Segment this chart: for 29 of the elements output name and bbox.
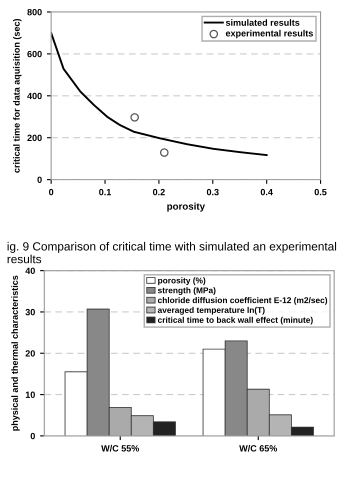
- x-tick-label: 0.5: [314, 188, 327, 196]
- legend-label: strength (MPa): [158, 287, 216, 295]
- y-tick-label: 40: [25, 268, 35, 274]
- y-tick-label: 200: [27, 134, 42, 142]
- y-tick-label: 10: [26, 392, 35, 398]
- x-axis-title: porosity: [167, 202, 205, 212]
- x-tick-label: 0: [48, 188, 54, 196]
- x-tick-label: 0.1: [99, 188, 112, 196]
- text: ig. 9 Comparison of critical time with simulated an experimental results: [8, 242, 336, 264]
- x-tick-label: 0.4: [260, 188, 273, 196]
- x-tick-label: W/C 65%: [239, 444, 278, 452]
- y-tick-label: 600: [27, 50, 42, 58]
- legend-label: chloride diffusion coefficient E-12 (m2/sec): [158, 297, 328, 305]
- x-tick-label: 0.2: [152, 188, 165, 196]
- y-axis-title: physical and thermal characteristics: [11, 276, 20, 431]
- x-tick-label: W/C 55%: [101, 444, 140, 452]
- y-axis-title: critical time for data aquisition (sec): [13, 18, 22, 173]
- legend-label: experimental results: [226, 30, 313, 38]
- y-tick-label: 400: [27, 92, 42, 100]
- legend-label: averaged temperature ln(T): [158, 306, 265, 315]
- y-tick-label: 20: [26, 350, 35, 357]
- legend-label: simulated results: [226, 19, 300, 26]
- y-tick-label: 800: [27, 8, 42, 16]
- y-tick-label: 30: [25, 308, 35, 316]
- y-tick-label: 0: [30, 432, 35, 440]
- y-tick-label: 0: [37, 176, 42, 183]
- legend-label: critical time to back wall effect (minute): [158, 316, 313, 325]
- legend-label: porosity (%): [158, 277, 206, 286]
- x-tick-label: 0.3: [206, 188, 219, 196]
